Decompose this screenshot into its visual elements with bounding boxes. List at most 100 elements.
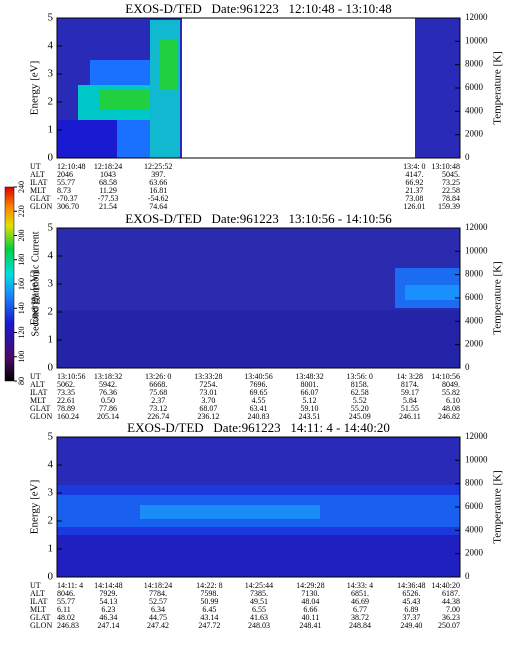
ephemeris-value: 59.17 xyxy=(401,388,419,397)
ephemeris-value: 55.82 xyxy=(442,388,460,397)
ephemeris-value: 40.11 xyxy=(302,613,320,622)
y-tick-label: 4 xyxy=(48,459,54,471)
ephemeris-value: 6.77 xyxy=(353,605,367,614)
ephemeris-value: 205.14 xyxy=(97,412,119,421)
ephemeris-value: 247.72 xyxy=(198,621,220,630)
y2-tick-label: 4000 xyxy=(465,524,484,534)
ephemeris-value: 73.25 xyxy=(442,178,460,187)
ephemeris-value: 43.14 xyxy=(200,613,218,622)
ephemeris-value: 48.02 xyxy=(57,613,75,622)
ephemeris-value: 4147. xyxy=(405,170,423,179)
ephemeris-value: 7929. xyxy=(99,589,117,598)
y-tick-label: 5 xyxy=(48,12,54,24)
ephemeris-value: 13:56: 0 xyxy=(346,372,372,381)
ephemeris-value: 49.51 xyxy=(250,597,268,606)
y2-tick-label: 4000 xyxy=(465,315,484,325)
y-tick-label: 3 xyxy=(48,68,54,80)
ephemeris-value: 245.09 xyxy=(349,412,371,421)
colorbar-tick-label: 80 xyxy=(17,377,26,385)
ephemeris-value: 248.41 xyxy=(299,621,321,630)
ephemeris-value: 126.01 xyxy=(403,202,425,211)
ephemeris-value: 48.08 xyxy=(442,404,460,413)
ephemeris-value: 13:48:32 xyxy=(295,372,323,381)
ephemeris-value: 6.34 xyxy=(151,605,165,614)
ephemeris-value: 13:26: 0 xyxy=(145,372,171,381)
ephemeris-row-label: GLAT xyxy=(30,404,51,413)
ephemeris-value: 6.55 xyxy=(252,605,266,614)
y2-tick-label: 4000 xyxy=(465,105,484,115)
y-tick-label: 2 xyxy=(48,515,54,527)
ephemeris-value: 1043 xyxy=(100,170,116,179)
ephemeris-value: 37.37 xyxy=(402,613,420,622)
ephemeris-value: 7254. xyxy=(199,380,217,389)
ephemeris-row-label: ILAT xyxy=(30,388,47,397)
spectrogram xyxy=(57,18,460,158)
ephemeris-value: 41.63 xyxy=(250,613,268,622)
ephemeris-row-label: ALT xyxy=(30,380,45,389)
ephemeris-value: 7130. xyxy=(301,589,319,598)
ephemeris-value: 14: 3:28 xyxy=(397,372,423,381)
ephemeris-value: 5062. xyxy=(57,380,75,389)
ephemeris-value: 74.64 xyxy=(149,202,167,211)
ephemeris-value: 6668. xyxy=(149,380,167,389)
y2-tick-label: 12000 xyxy=(465,431,488,441)
ephemeris-value: 2.37 xyxy=(151,396,165,405)
ephemeris-value: 397. xyxy=(151,170,165,179)
ephemeris-value: 5045. xyxy=(442,170,460,179)
ephemeris-row-label: UT xyxy=(30,581,41,590)
y2-tick-label: 6000 xyxy=(465,82,484,92)
ephemeris-value: 73.12 xyxy=(149,404,167,413)
ephemeris-value: 12:10:48 xyxy=(57,162,85,171)
ephemeris-row-label: GLON xyxy=(30,621,52,630)
y-tick-label: 5 xyxy=(48,431,54,443)
ephemeris-value: 48.04 xyxy=(301,597,319,606)
ephemeris-value: 7784. xyxy=(149,589,167,598)
y2-tick-label: 2000 xyxy=(465,339,484,349)
ephemeris-value: 8049. xyxy=(442,380,460,389)
ephemeris-value: 6.66 xyxy=(303,605,317,614)
y-tick-label: 2 xyxy=(48,96,54,108)
ephemeris-value: 160.24 xyxy=(57,412,79,421)
ephemeris-value: 236.12 xyxy=(197,412,219,421)
ephemeris-value: 5.52 xyxy=(353,396,367,405)
ephemeris-value: 226.74 xyxy=(147,412,169,421)
ephemeris-value: 6.11 xyxy=(57,605,71,614)
ephemeris-value: 75.68 xyxy=(149,388,167,397)
ephemeris-value: 247.42 xyxy=(147,621,169,630)
ephemeris-value: 78.89 xyxy=(57,404,75,413)
ephemeris-value: 6526. xyxy=(402,589,420,598)
y2-tick-label: 10000 xyxy=(465,35,488,45)
ephemeris-value: 14:25:44 xyxy=(245,581,273,590)
ephemeris-value: 13:40:56 xyxy=(244,372,272,381)
ephemeris-value: 7696. xyxy=(250,380,268,389)
ephemeris-value: 69.65 xyxy=(250,388,268,397)
ephemeris-value: 5942. xyxy=(99,380,117,389)
y2-tick-label: 0 xyxy=(465,571,470,581)
ephemeris-value: 16.81 xyxy=(149,186,167,195)
y-axis-label: Energy [eV] xyxy=(29,480,41,534)
ephemeris-value: 3.70 xyxy=(201,396,215,405)
ephemeris-value: 52.57 xyxy=(149,597,167,606)
ephemeris-value: 6.45 xyxy=(202,605,216,614)
ephemeris-value: 2046 xyxy=(57,170,73,179)
ephemeris-value: 247.14 xyxy=(97,621,119,630)
y-tick-label: 1 xyxy=(48,334,54,346)
ephemeris-value: 14:33: 4 xyxy=(347,581,373,590)
y-tick-label: 1 xyxy=(48,124,54,136)
ephemeris-value: -54.62 xyxy=(148,194,169,203)
colorbar-tick-label: 240 xyxy=(17,181,26,193)
ephemeris-value: 14:22: 8 xyxy=(196,581,222,590)
ephemeris-value: 7385. xyxy=(250,589,268,598)
ephemeris-value: 73.01 xyxy=(199,388,217,397)
ephemeris-value: 13:4: 0 xyxy=(403,162,425,171)
y-tick-label: 0 xyxy=(48,152,54,164)
y2-tick-label: 8000 xyxy=(465,269,484,279)
ephemeris-value: 73.08 xyxy=(405,194,423,203)
ephemeris-row-label: ALT xyxy=(30,170,45,179)
ephemeris-value: 14:29:28 xyxy=(296,581,324,590)
ephemeris-value: 21.37 xyxy=(405,186,423,195)
ephemeris-value: 5.12 xyxy=(303,396,317,405)
ephemeris-value: 11.29 xyxy=(99,186,117,195)
ephemeris-value: 22.58 xyxy=(442,186,460,195)
ephemeris-value: 13:18:32 xyxy=(94,372,122,381)
